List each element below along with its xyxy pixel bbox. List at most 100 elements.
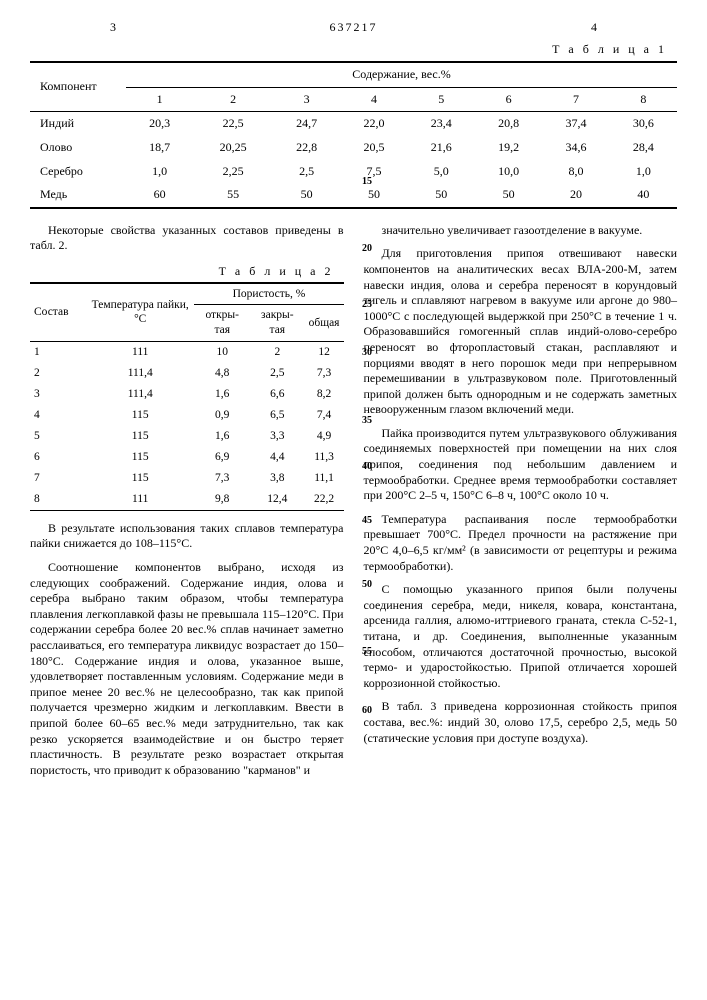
line-number: 45: [362, 514, 372, 527]
t2-h1: Состав: [30, 283, 86, 342]
t1-cell: 10,0: [475, 160, 542, 184]
left-after-t2: В результате использования таких сплавов…: [30, 521, 344, 552]
t2-cell: 111: [86, 342, 194, 363]
t2-cell: 7: [30, 468, 86, 489]
line-number: 60: [362, 704, 372, 717]
t2-cell: 4,8: [194, 363, 250, 384]
t1-cell: 19,2: [475, 136, 542, 160]
t1-num: 6: [475, 87, 542, 112]
right-para0: значительно увеличивает газоотделение в …: [364, 223, 678, 239]
t2-cell: 111,4: [86, 384, 194, 405]
t1-cell: 22,8: [273, 136, 340, 160]
t2-cell: 111: [86, 489, 194, 510]
t1-cell: 20,3: [126, 112, 193, 136]
left-column: Некоторые свойства указанных составов пр…: [30, 223, 344, 787]
table2: Состав Температура пайки, °С Пористость,…: [30, 282, 344, 511]
t1-cell: 50: [340, 183, 407, 208]
t1-cell: 18,7: [126, 136, 193, 160]
t2-sub: общая: [305, 305, 344, 342]
t1-num: 7: [542, 87, 609, 112]
t2-cell: 1,6: [194, 426, 250, 447]
page-header: 3 637217 4: [30, 20, 677, 36]
t1-component-name: Медь: [30, 183, 126, 208]
t2-cell: 12,4: [250, 489, 305, 510]
t1-cell: 55: [193, 183, 273, 208]
t1-cell: 20,5: [340, 136, 407, 160]
page-num-right: 4: [591, 20, 597, 36]
t1-num: 1: [126, 87, 193, 112]
t1-header-nums: 1 2 3 4 5 6 7 8: [30, 87, 677, 112]
t1-cell: 24,7: [273, 112, 340, 136]
left-intro: Некоторые свойства указанных составов пр…: [30, 223, 344, 254]
t2-cell: 22,2: [305, 489, 344, 510]
t1-header-component: Компонент: [30, 62, 126, 112]
t2-cell: 111,4: [86, 363, 194, 384]
t2-sub: откры- тая: [194, 305, 250, 342]
t1-num: 3: [273, 87, 340, 112]
t1-cell: 2,25: [193, 160, 273, 184]
left-para1: Соотношение компонентов выбрано, исходя …: [30, 560, 344, 778]
t2-cell: 115: [86, 447, 194, 468]
t1-cell: 37,4: [542, 112, 609, 136]
page-wrap: 3 637217 4 Т а б л и ц а 1 Компонент Сод…: [30, 20, 677, 786]
t2-cell: 6: [30, 447, 86, 468]
t2-cell: 7,3: [194, 468, 250, 489]
t2-cell: 3: [30, 384, 86, 405]
t1-cell: 22,5: [193, 112, 273, 136]
line-number: 20: [362, 242, 372, 255]
t2-cell: 10: [194, 342, 250, 363]
t2-cell: 4,4: [250, 447, 305, 468]
t2-row: 81119,812,422,2: [30, 489, 344, 510]
t2-cell: 4: [30, 405, 86, 426]
t2-cell: 7,3: [305, 363, 344, 384]
t1-num: 8: [610, 87, 677, 112]
t1-component-name: Олово: [30, 136, 126, 160]
t2-cell: 6,5: [250, 405, 305, 426]
line-number: 30: [362, 346, 372, 359]
t1-num: 5: [408, 87, 475, 112]
table2-label: Т а б л и ц а 2: [30, 264, 344, 280]
t1-row: Медь6055505050502040: [30, 183, 677, 208]
t2-cell: 115: [86, 468, 194, 489]
t1-cell: 21,6: [408, 136, 475, 160]
t2-cell: 1: [30, 342, 86, 363]
t2-cell: 9,8: [194, 489, 250, 510]
t1-cell: 50: [475, 183, 542, 208]
t2-row: 3111,41,66,68,2: [30, 384, 344, 405]
line-number: 40: [362, 460, 372, 473]
t1-cell: 30,6: [610, 112, 677, 136]
table1-label: Т а б л и ц а 1: [30, 42, 677, 58]
t2-cell: 11,1: [305, 468, 344, 489]
t2-cell: 2: [250, 342, 305, 363]
t1-row: Серебро1,02,252,57,55,010,08,01,0: [30, 160, 677, 184]
t2-h2: Температура пайки, °С: [86, 283, 194, 342]
t2-cell: 6,9: [194, 447, 250, 468]
t1-cell: 60: [126, 183, 193, 208]
t2-row: 41150,96,57,4: [30, 405, 344, 426]
t1-cell: 34,6: [542, 136, 609, 160]
t2-cell: 8,2: [305, 384, 344, 405]
t1-cell: 40: [610, 183, 677, 208]
t1-cell: 5,0: [408, 160, 475, 184]
t2-cell: 7,4: [305, 405, 344, 426]
t1-cell: 23,4: [408, 112, 475, 136]
t2-cell: 2,5: [250, 363, 305, 384]
t1-body: Индий20,322,524,722,023,420,837,430,6Оло…: [30, 112, 677, 208]
t2-cell: 0,9: [194, 405, 250, 426]
t2-row: 61156,94,411,3: [30, 447, 344, 468]
t2-cell: 12: [305, 342, 344, 363]
t1-cell: 1,0: [126, 160, 193, 184]
t1-cell: 7,5: [340, 160, 407, 184]
t2-cell: 4,9: [305, 426, 344, 447]
t2-cell: 115: [86, 405, 194, 426]
t1-num: 2: [193, 87, 273, 112]
t2-cell: 6,6: [250, 384, 305, 405]
t2-body: 1111102122111,44,82,57,33111,41,66,68,24…: [30, 342, 344, 511]
t1-cell: 50: [273, 183, 340, 208]
t1-row: Олово18,720,2522,820,521,619,234,628,4: [30, 136, 677, 160]
line-number: 15: [362, 175, 372, 188]
right-para3: Температура распаивания после термообраб…: [364, 512, 678, 574]
line-number: 25: [362, 298, 372, 311]
t1-cell: 20,8: [475, 112, 542, 136]
page-num-left: 3: [110, 20, 116, 36]
